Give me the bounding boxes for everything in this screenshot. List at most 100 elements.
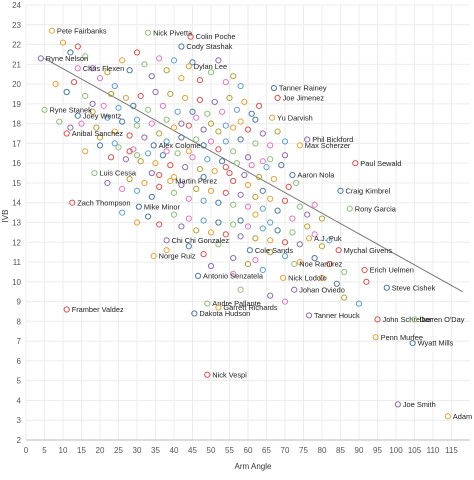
data-point bbox=[346, 205, 353, 212]
data-point bbox=[156, 183, 163, 191]
y-tick-label: 2 bbox=[17, 436, 22, 445]
data-point bbox=[230, 124, 237, 131]
data-point bbox=[193, 185, 200, 192]
data-point bbox=[248, 110, 255, 117]
data-point bbox=[163, 138, 170, 145]
labeled-data-point: Noe Ramirez bbox=[291, 260, 343, 269]
data-point bbox=[185, 122, 192, 129]
labeled-data-point: Martin Perez bbox=[167, 177, 217, 186]
x-tick-label: 5 bbox=[42, 446, 47, 455]
data-point bbox=[363, 278, 370, 285]
data-point bbox=[200, 197, 207, 204]
point-label: Nick Pivetta bbox=[153, 28, 193, 37]
labeled-data-point: Penn Murfee bbox=[372, 333, 423, 342]
data-point bbox=[263, 164, 270, 171]
data-point bbox=[133, 219, 141, 226]
data-point bbox=[204, 156, 211, 163]
data-point bbox=[237, 82, 244, 90]
y-tick-label: 19 bbox=[12, 100, 21, 109]
data-point bbox=[215, 304, 222, 311]
point-label: Chris Flexen bbox=[83, 64, 124, 73]
data-point bbox=[335, 247, 342, 254]
y-tick-label: 14 bbox=[12, 199, 21, 208]
data-point bbox=[163, 247, 170, 254]
data-point bbox=[326, 260, 333, 268]
data-point bbox=[222, 231, 229, 238]
data-point bbox=[281, 253, 289, 260]
data-point bbox=[341, 268, 348, 276]
data-point bbox=[326, 237, 333, 244]
data-point bbox=[69, 199, 76, 206]
data-point bbox=[304, 211, 311, 218]
labeled-data-point: Anibal Sanchez bbox=[63, 129, 124, 138]
data-point bbox=[63, 306, 70, 313]
data-point bbox=[215, 57, 222, 64]
data-point bbox=[259, 130, 266, 137]
point-label: Alex Colome bbox=[159, 141, 201, 150]
data-point bbox=[207, 138, 215, 145]
data-point bbox=[259, 225, 266, 232]
data-point bbox=[305, 312, 313, 319]
point-label: Tanner Rainey bbox=[279, 84, 327, 93]
y-tick-label: 22 bbox=[12, 41, 21, 50]
labeled-data-point: Joe Smith bbox=[394, 400, 436, 409]
data-point bbox=[170, 173, 178, 181]
data-point bbox=[163, 237, 170, 244]
data-point bbox=[187, 33, 194, 40]
data-point bbox=[215, 241, 222, 248]
point-label: Paul Sewald bbox=[360, 159, 401, 168]
data-point bbox=[52, 80, 59, 88]
labeled-data-point: Nick Pivetta bbox=[145, 28, 193, 37]
x-tick-label: 75 bbox=[299, 446, 308, 455]
data-point bbox=[285, 183, 292, 191]
data-point bbox=[182, 164, 189, 171]
data-point bbox=[178, 223, 185, 230]
x-tick-label: 105 bbox=[408, 446, 422, 455]
y-tick-label: 13 bbox=[12, 219, 21, 228]
data-point bbox=[133, 152, 141, 159]
point-label: Martin Perez bbox=[175, 177, 217, 186]
point-label: Joe Jimenez bbox=[283, 94, 325, 103]
data-point bbox=[311, 231, 318, 238]
labeled-data-point: Nick Vespi bbox=[204, 370, 247, 379]
labeled-data-point: Rony Garcia bbox=[346, 204, 397, 213]
point-label: Framber Valdez bbox=[72, 305, 124, 314]
point-label: Yu Darvish bbox=[277, 113, 313, 122]
data-point bbox=[267, 195, 274, 202]
data-point bbox=[91, 169, 98, 177]
data-point bbox=[148, 169, 155, 177]
data-point bbox=[291, 286, 298, 293]
y-tick-label: 15 bbox=[12, 179, 21, 188]
data-point bbox=[244, 126, 252, 133]
data-point bbox=[185, 215, 192, 222]
data-point bbox=[150, 142, 157, 149]
data-point bbox=[226, 169, 233, 177]
data-point bbox=[281, 152, 289, 159]
point-label: Ryne Nelson bbox=[46, 54, 88, 63]
point-label: Chi Chi Gonzalez bbox=[172, 236, 230, 245]
data-point bbox=[119, 185, 126, 192]
data-point bbox=[204, 110, 211, 117]
x-tick-label: 0 bbox=[24, 446, 29, 455]
data-point bbox=[252, 256, 259, 264]
point-label: Max Scherzer bbox=[305, 141, 351, 150]
data-point bbox=[237, 191, 244, 198]
trend-layer bbox=[44, 57, 463, 293]
point-label: Anibal Sanchez bbox=[72, 129, 124, 138]
data-point bbox=[67, 124, 74, 131]
data-point bbox=[126, 132, 133, 139]
y-tick-label: 17 bbox=[12, 139, 21, 148]
x-tick-label: 55 bbox=[225, 446, 234, 455]
labeled-data-point: Pete Fairbanks bbox=[48, 26, 107, 35]
data-point bbox=[230, 148, 237, 155]
data-point bbox=[233, 160, 240, 167]
data-point bbox=[244, 260, 252, 268]
data-point bbox=[182, 94, 189, 102]
labeled-data-point: Johan Oviedo bbox=[291, 285, 345, 294]
data-point bbox=[104, 69, 111, 76]
data-point bbox=[178, 75, 185, 82]
data-point bbox=[196, 96, 203, 104]
data-point bbox=[189, 108, 196, 115]
data-point bbox=[219, 108, 226, 115]
data-point bbox=[41, 106, 48, 113]
